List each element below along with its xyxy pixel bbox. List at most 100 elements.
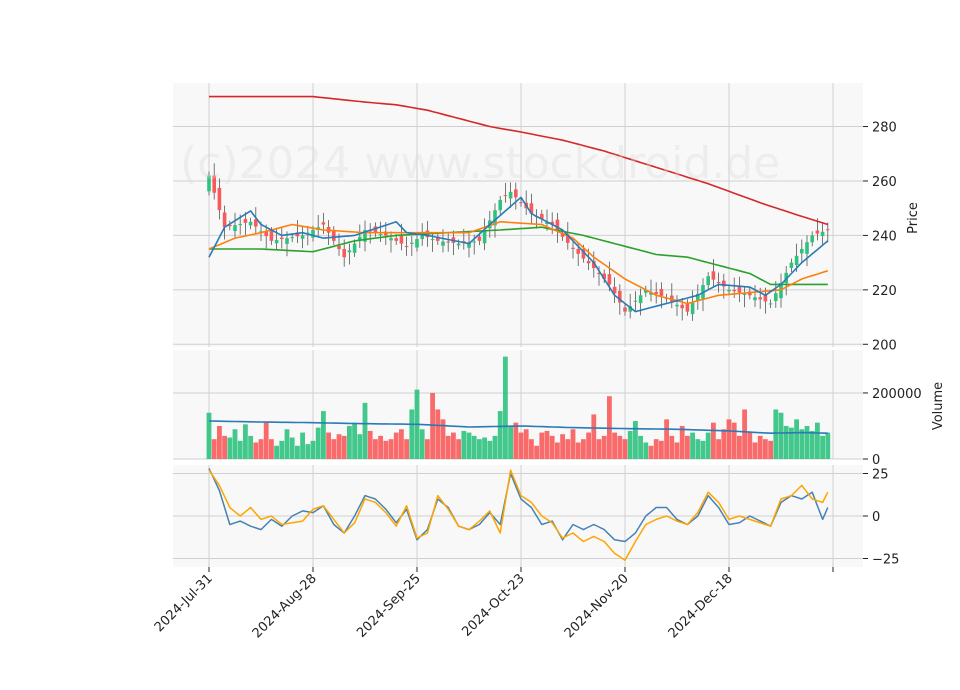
candle-body-90 xyxy=(675,304,679,307)
candle-body-93 xyxy=(690,302,695,315)
volume-bar-111 xyxy=(783,425,789,459)
volume-bar-41 xyxy=(419,429,425,459)
price-axis-title: Price xyxy=(906,202,921,234)
volume-bar-71 xyxy=(575,442,581,459)
volume-bar-108 xyxy=(768,440,773,459)
volume-bar-97 xyxy=(711,422,716,459)
candle-body-78 xyxy=(612,286,617,294)
candle-body-33 xyxy=(378,234,383,236)
price-ytick-label-0: 200 xyxy=(872,338,897,353)
volume-bar-100 xyxy=(726,419,732,459)
volume-bar-63 xyxy=(534,445,539,459)
candle-body-45 xyxy=(441,241,445,246)
volume-bar-87 xyxy=(659,440,664,459)
volume-bar-47 xyxy=(451,432,456,459)
volume-bar-31 xyxy=(367,430,373,459)
candle-body-101 xyxy=(732,289,736,292)
candle-body-82 xyxy=(633,300,638,302)
volume-bar-51 xyxy=(471,435,477,459)
candle-body-44 xyxy=(436,236,440,241)
volume-ytick-label-1: 200000 xyxy=(872,387,922,402)
volume-bar-20 xyxy=(310,440,316,459)
volume-bar-28 xyxy=(352,422,357,459)
volume-bar-109 xyxy=(773,409,779,459)
x-tick-label-4: 2024-Nov-20 xyxy=(562,571,632,641)
x-tick-label-3: 2024-Oct-23 xyxy=(459,571,527,639)
volume-bar-115 xyxy=(804,425,810,459)
candle-body-112 xyxy=(789,262,794,268)
volume-bar-9 xyxy=(253,442,259,459)
volume-bar-82 xyxy=(633,421,638,459)
ma-mid-line xyxy=(208,221,829,305)
candle-body-13 xyxy=(274,239,279,244)
x-tick-label-5: 2024-Dec-18 xyxy=(666,571,736,641)
volume-bar-10 xyxy=(258,439,264,459)
price-ytick-label-1: 220 xyxy=(872,284,897,299)
candle-body-22 xyxy=(321,222,326,225)
volume-bar-39 xyxy=(409,409,415,459)
candle-body-66 xyxy=(550,221,554,225)
candle-body-115 xyxy=(805,242,809,254)
volume-bar-7 xyxy=(243,424,248,459)
candle-body-18 xyxy=(300,235,305,239)
volume-bar-95 xyxy=(700,440,706,459)
candle-body-41 xyxy=(420,235,424,240)
candle-body-117 xyxy=(815,230,820,234)
volume-bar-79 xyxy=(617,435,623,459)
price-panel: 200 220 240 260 280 xyxy=(173,83,897,353)
osc-line-b xyxy=(208,469,829,561)
price-ytick-label-3: 260 xyxy=(872,175,897,190)
volume-bar-50 xyxy=(466,432,472,459)
volume-bar-114 xyxy=(799,429,805,459)
candle-body-65 xyxy=(545,221,549,224)
candle-body-68 xyxy=(560,233,565,237)
price-ytick-label-4: 280 xyxy=(872,121,897,136)
candle-body-40 xyxy=(415,239,419,248)
candle-body-81 xyxy=(628,306,632,312)
volume-bar-113 xyxy=(794,419,799,459)
candle-body-36 xyxy=(394,238,398,241)
volume-bar-70 xyxy=(570,429,576,459)
candle-body-35 xyxy=(389,238,393,241)
oscillator-panel: −25 0 25 xyxy=(173,465,899,568)
volume-bar-104 xyxy=(747,432,753,459)
candle-body-50 xyxy=(467,242,471,248)
candle-body-73 xyxy=(586,260,591,264)
volume-bar-54 xyxy=(487,440,493,459)
volume-bar-66 xyxy=(549,435,555,459)
candle-body-43 xyxy=(430,239,435,241)
candle-body-105 xyxy=(753,297,757,301)
volume-bar-96 xyxy=(705,432,711,459)
volume-bar-64 xyxy=(539,432,545,459)
volume-bar-33 xyxy=(378,435,383,459)
candle-body-106 xyxy=(758,297,762,300)
watermark-text: (c)2024 www.stockdroid.de xyxy=(180,138,780,189)
candle-body-53 xyxy=(482,230,487,244)
candle-body-119 xyxy=(826,229,830,231)
candle-body-71 xyxy=(576,249,580,254)
volume-bar-61 xyxy=(523,429,529,459)
candle-body-96 xyxy=(706,276,710,286)
candle-body-102 xyxy=(737,286,742,293)
candle-body-98 xyxy=(716,282,721,284)
candle-body-84 xyxy=(644,289,648,293)
volume-bar-4 xyxy=(227,437,233,459)
candle-body-11 xyxy=(264,231,268,237)
osc-ytick-label-0: −25 xyxy=(872,553,899,568)
candle-body-64 xyxy=(540,213,544,220)
volume-bar-43 xyxy=(430,392,435,459)
candle-body-1 xyxy=(212,175,216,193)
candle-body-69 xyxy=(566,234,570,243)
volume-bar-57 xyxy=(503,356,508,459)
volume-bar-32 xyxy=(373,439,378,459)
candle-body-24 xyxy=(332,230,336,241)
ma-slow-line xyxy=(209,226,828,286)
volume-bar-106 xyxy=(757,435,763,459)
volume-bar-58 xyxy=(508,425,513,459)
candle-body-26 xyxy=(342,249,346,258)
candle-body-30 xyxy=(363,229,367,242)
candle-body-57 xyxy=(503,195,508,197)
candle-body-52 xyxy=(477,236,482,241)
volume-bar-8 xyxy=(248,435,253,459)
volume-bar-74 xyxy=(591,414,597,459)
